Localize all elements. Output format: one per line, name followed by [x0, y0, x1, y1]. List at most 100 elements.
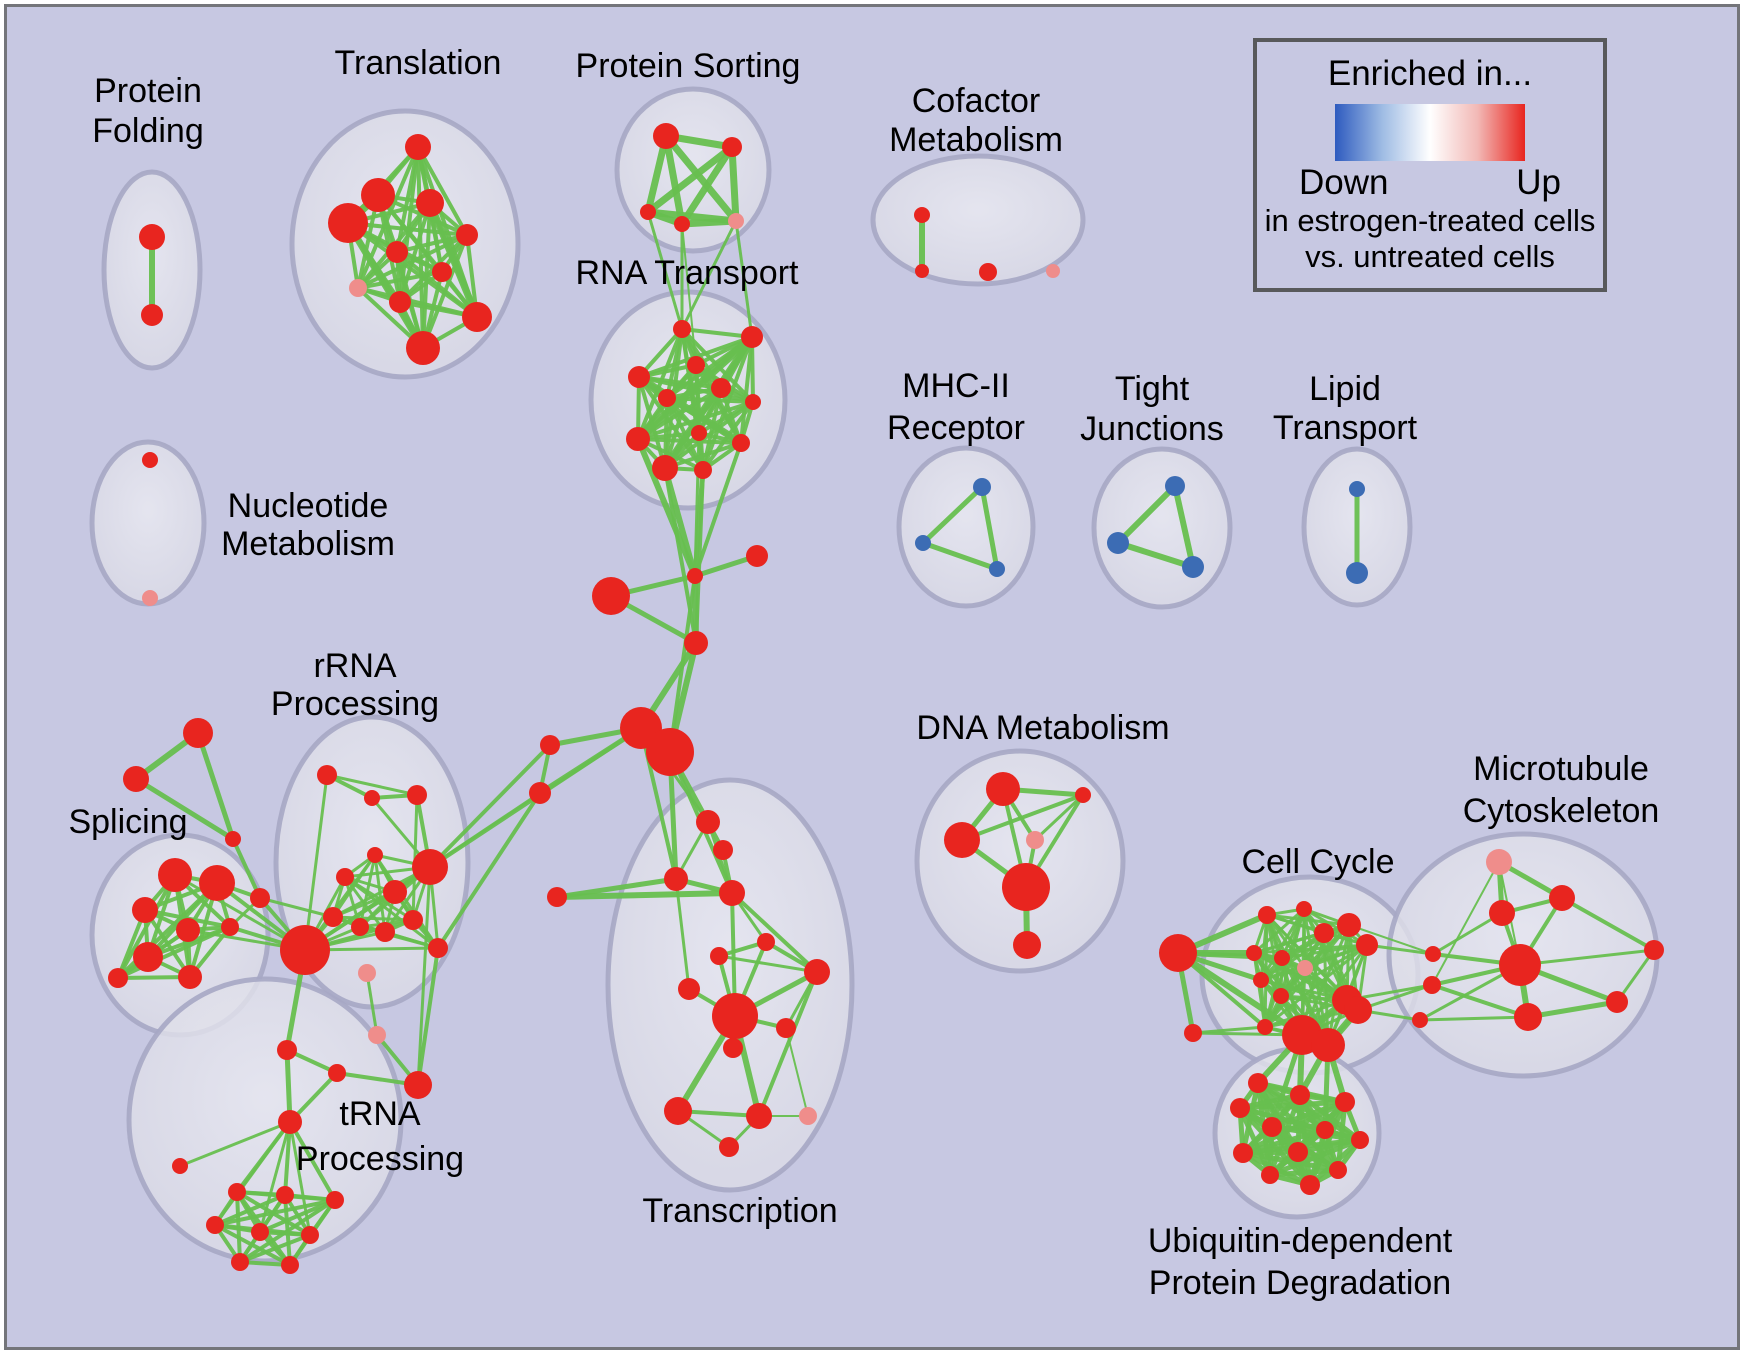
rna-transport-clique-edge — [680, 327, 754, 339]
rna-transport-clique-edge — [663, 441, 743, 470]
cluster-rrna-processing-label: Processing — [271, 685, 439, 723]
node-xb — [712, 993, 758, 1039]
node-sp1 — [158, 858, 192, 892]
ubiquitin-clique-edge — [1240, 1150, 1341, 1173]
node-r11 — [652, 455, 678, 481]
node-c3 — [979, 263, 997, 281]
node-e9 — [1253, 972, 1269, 988]
node-tr3 — [225, 831, 241, 847]
edge — [674, 877, 691, 991]
cluster-tight-junctions-label: Junctions — [1080, 410, 1224, 448]
node-r3 — [687, 356, 705, 374]
node-d2 — [1075, 787, 1091, 803]
node-q4 — [367, 847, 383, 863]
cluster-cofactor-metabolism-label: Cofactor — [912, 82, 1041, 120]
edge — [1115, 483, 1178, 546]
edge — [979, 484, 1000, 572]
node-sp4 — [176, 918, 200, 942]
cluster-protein-sorting-label: Protein Sorting — [576, 47, 801, 85]
node-e13 — [1257, 1019, 1273, 1035]
node-u2 — [228, 1183, 246, 1201]
edge — [757, 970, 819, 1118]
cluster-lipid-transport-label: Lipid — [1309, 370, 1381, 408]
cluster-transcription-ellipse — [605, 777, 855, 1193]
node-r8 — [691, 425, 707, 441]
node-c2 — [915, 264, 929, 278]
edge — [195, 730, 236, 842]
node-j3 — [1182, 556, 1204, 578]
edge — [1560, 896, 1656, 952]
edge — [231, 837, 262, 900]
node-n1 — [142, 452, 158, 468]
cluster-mhc-ii-receptor-label: Receptor — [887, 409, 1025, 447]
edge — [303, 773, 329, 952]
translation-clique-edge — [356, 145, 420, 290]
edge — [1172, 483, 1196, 570]
edge — [634, 333, 756, 443]
cluster-ubiquitin-degradation-label: Ubiquitin-dependent — [1148, 1222, 1453, 1260]
edge — [178, 1120, 292, 1168]
edge — [635, 373, 745, 447]
node-e7 — [1274, 950, 1290, 966]
trna-clique-edge — [238, 1233, 312, 1264]
node-d6 — [1013, 931, 1041, 959]
edge — [284, 1047, 293, 1125]
node-u10 — [172, 1158, 188, 1174]
node-s5 — [728, 213, 744, 229]
edge — [1115, 540, 1196, 570]
node-x14 — [799, 1107, 817, 1125]
edge — [734, 219, 754, 339]
protein-sorting-clique-edge — [678, 143, 736, 228]
legend-gradient-bar — [1335, 104, 1525, 161]
node-u6 — [251, 1223, 269, 1241]
cluster-nucleotide-metabolism-label: Metabolism — [221, 525, 395, 563]
edge — [635, 436, 698, 579]
edge — [1365, 943, 1435, 956]
node-s4 — [674, 216, 690, 232]
cell-cycle-clique-edge — [1252, 907, 1306, 955]
node-x4 — [719, 880, 745, 906]
edge — [303, 726, 643, 952]
cluster-cofactor-metabolism-label: Metabolism — [889, 121, 1063, 159]
node-r7 — [745, 394, 761, 410]
node-t7 — [432, 262, 452, 282]
node-e2 — [1296, 901, 1312, 917]
node-q1 — [317, 765, 337, 785]
node-r1 — [673, 320, 691, 338]
edge — [1430, 983, 1530, 1019]
cluster-trna-processing-label: tRNA — [339, 1095, 421, 1133]
cluster-cell-cycle-label: Cell Cycle — [1241, 843, 1394, 881]
node-e8 — [1297, 960, 1313, 976]
node-t4 — [328, 203, 368, 243]
node-d4 — [1026, 831, 1044, 849]
node-u9 — [281, 1256, 299, 1274]
cluster-microtubule-cytoskeleton-label: Cytoskeleton — [1463, 792, 1660, 830]
rna-transport-clique-edge — [636, 437, 743, 445]
node-q15 — [358, 964, 376, 982]
rna-transport-clique-edge — [637, 375, 705, 472]
node-tr2 — [123, 766, 149, 792]
protein-sorting-clique-edge — [644, 143, 736, 216]
node-r12 — [694, 461, 712, 479]
node-x10 — [776, 1018, 796, 1038]
splicing-clique-edge — [116, 975, 192, 980]
node-u1 — [278, 1110, 302, 1134]
rrna-core-clique-edge — [343, 875, 440, 950]
node-q6 — [412, 849, 448, 885]
node-v1 — [1248, 1073, 1268, 1093]
node-q11 — [403, 910, 423, 930]
node-t8 — [349, 279, 367, 297]
node-v8 — [1233, 1143, 1253, 1163]
node-d3 — [944, 822, 980, 858]
edge — [325, 773, 419, 797]
node-v7 — [1351, 1131, 1369, 1149]
node-x5 — [547, 887, 567, 907]
node-e0 — [1159, 934, 1197, 972]
cluster-transcription-label: Transcription — [642, 1192, 837, 1230]
node-q16 — [404, 1071, 432, 1099]
node-m1 — [1486, 849, 1512, 875]
edge — [681, 223, 697, 366]
node-r5 — [711, 378, 731, 398]
node-j1 — [1165, 476, 1185, 496]
